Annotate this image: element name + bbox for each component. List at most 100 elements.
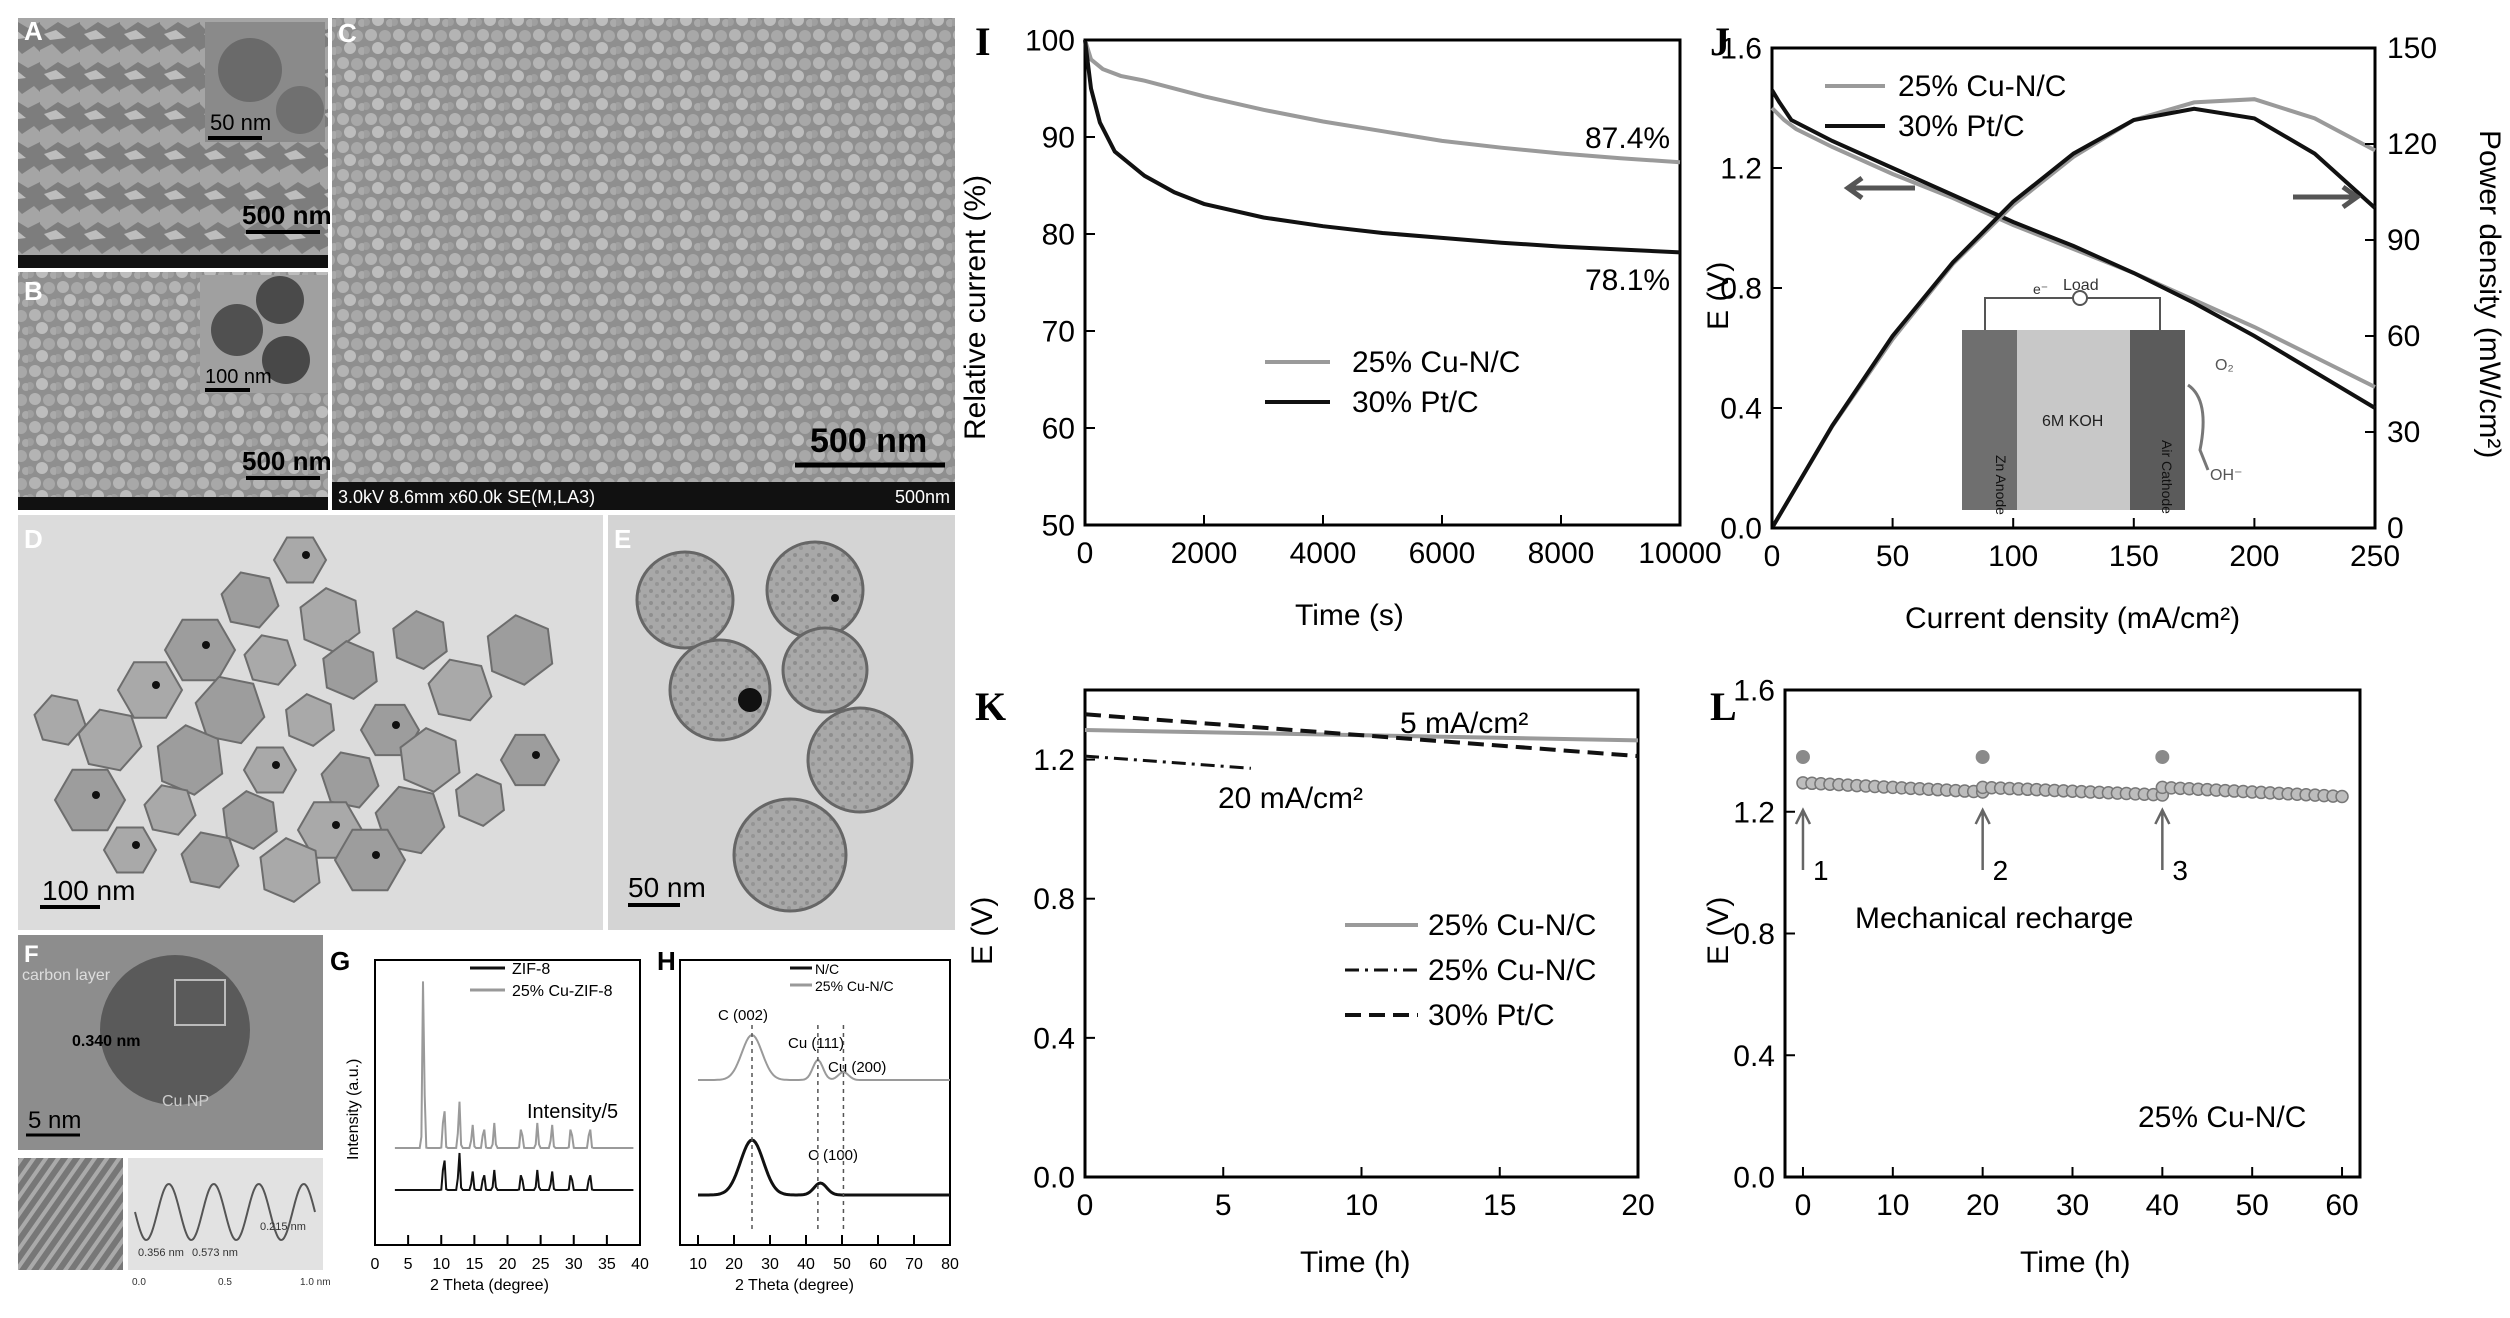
porous-particle [781,626,869,714]
chart-l-sample-label: 25% Cu-N/C [2138,1101,2306,1134]
y-tick-label: 0.0 [1033,1162,1075,1195]
nc-particle [455,773,505,827]
profile-distance-b: 0.573 nm [192,1247,238,1259]
series-line-cu-zif8 [394,981,634,1149]
x-tick-label: 50 [833,1256,851,1273]
inset-scalebar-label: 100 nm [205,366,272,388]
x-tick-label: 10000 [1638,537,1721,570]
y-tick-label: 1.2 [1033,744,1075,777]
inset-zn-anode [1962,330,2017,510]
scalebar-label: 100 nm [42,875,135,906]
cu-nanoparticle [302,551,310,559]
chart-l-ticks: 0 10 20 30 40 50 60 0.0 0.4 0.8 1.2 1.6 [1733,675,2358,1223]
y-tick-label: 100 [1025,25,1075,58]
recharge-arrow-icon [1974,807,1991,870]
porous-particle [765,540,865,640]
cu-nanoparticle [532,751,540,759]
scalebar-label: 500 nm [242,200,332,230]
y-tick-label: 0.8 [1720,273,1762,306]
recharge-point [1795,749,1810,764]
particle-cluster [33,536,561,903]
chart-j: J Load e⁻ Zn Anode 6M KOH Air Cathode O₂… [1702,19,2506,635]
inset-particle [218,38,282,102]
panel-letter-c: C [338,18,357,48]
x-tick-label: 8000 [1528,537,1595,570]
micrograph-b: 100 nm 500 nm B [18,272,332,510]
cu-nanoparticle [202,641,210,649]
right-axis-arrow-icon [2293,184,2362,210]
scalebar-label: 50 nm [628,872,706,903]
profile-distance-a: 0.356 nm [138,1247,184,1259]
sem-footer [18,255,328,268]
x-tick-label: 80 [941,1256,959,1273]
chart-i-ylabel: Relative current (%) [959,175,992,440]
y-tick-label: 80 [1042,219,1075,252]
chart-j-plot [1770,88,2377,530]
chart-j-xlabel: Current density (mA/cm²) [1905,602,2240,635]
nc-particle [102,826,158,874]
inset-load-label: Load [2063,277,2099,294]
sem-footer [18,497,328,510]
inset-o2-label: O₂ [2215,357,2234,374]
nc-particle [53,768,127,832]
chart-h-frame [679,959,951,1246]
x-tick-label: 0 [1795,1189,1812,1222]
x-tick-label: 30 [565,1256,583,1273]
x-tick-label: 200 [2229,540,2279,573]
x-tick-label: 20 [1966,1189,1999,1222]
nc-particle [499,733,561,787]
recharge-point [1975,749,1990,764]
chart-g: G ZIF-8 25% Cu-ZIF-8 Intensity/5 0 5 10 15 2… [330,946,649,1294]
y2-tick-label: 60 [2387,320,2420,353]
x-tick-label: 10 [689,1256,707,1273]
x-tick-label: 250 [2350,540,2400,573]
series-line-cu-nc [1083,39,1681,165]
inset-reaction-arrow [2187,383,2210,471]
recharge-marker-label: 1 [1813,855,1829,886]
y-tick-label: 1.6 [1733,675,1775,708]
cu-nanoparticle [831,594,839,602]
porous-particle [668,638,772,742]
scalebar-label: 500 nm [242,446,332,476]
inset-air-cathode [2130,330,2185,510]
y2-tick-label: 0 [2387,512,2404,545]
inset-particle [256,276,304,324]
x-tick-label: 40 [631,1256,649,1273]
x-tick-label: 6000 [1409,537,1476,570]
chart-g-annotation: Intensity/5 [527,1101,618,1123]
chart-j-ticks: 0 50 100 150 200 250 0.0 0.4 0.8 1.2 1.6 0 30 60 90 120… [1720,32,2437,573]
chart-k-ylabel: E (V) [966,897,999,965]
chart-l-plot: 1 2 3 [1794,749,2349,886]
y-tick-label: 0.0 [1720,513,1762,546]
cu-np-core [100,955,250,1105]
legend-label-cu-zif8: 25% Cu-ZIF-8 [512,983,613,1000]
x-tick-label: 5 [1215,1189,1232,1222]
annotation-20ma: 20 mA/cm² [1218,782,1363,815]
y-tick-label: 1.6 [1720,33,1762,66]
porous-particle [806,706,914,814]
panel-letter-e: E [614,524,631,554]
cu-nanoparticle [372,851,380,859]
micrograph-f: carbon layer 0.340 nm Cu NP 5 nm F 0.356… [18,935,331,1288]
line-profile-curve [134,1182,316,1242]
y2-tick-label: 30 [2387,416,2420,449]
x-tick-label: 10 [1876,1189,1909,1222]
x-tick-label: 0 [1077,537,1094,570]
profile-tick: 0.5 [218,1277,232,1288]
panel-letter-i: I [975,19,991,64]
x-tick-label: 10 [432,1256,450,1273]
discharge-point [2335,789,2349,804]
series-line-zif8 [394,1152,634,1191]
legend-label-cunc: 25% Cu-N/C [815,978,894,994]
peak-label-cu111: Cu (111) [788,1035,844,1052]
chart-h-xticks: 10 20 30 40 50 60 70 80 [689,1235,959,1273]
x-tick-label: 30 [761,1256,779,1273]
chart-i-frame [1083,38,1682,527]
inset-electron-label: e⁻ [2033,281,2048,297]
x-tick-label: 25 [532,1256,550,1273]
nc-particle [116,661,184,719]
panel-letter-l: L [1710,684,1737,729]
series-line-pt-c [1084,712,1639,759]
inset-anode-label: Zn Anode [1993,455,2009,515]
y-tick-label: 1.2 [1720,153,1762,186]
